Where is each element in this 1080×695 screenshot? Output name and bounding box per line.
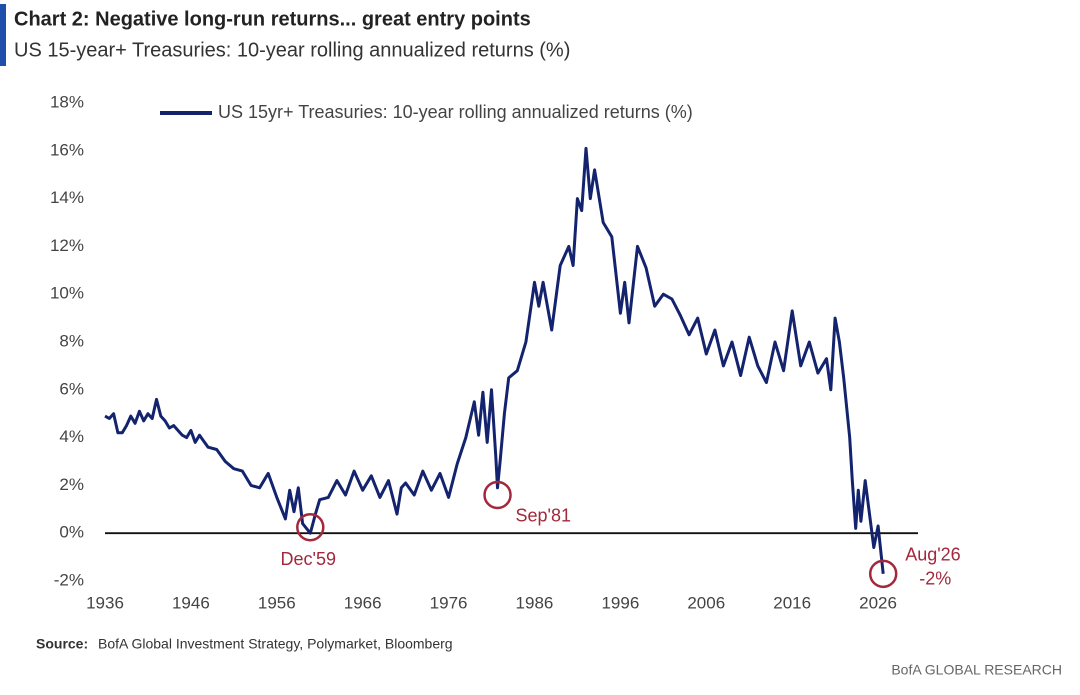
source: BofA Global Investment Strategy, Polymar…: [98, 636, 453, 652]
annotation-marker: [483, 480, 512, 510]
source-label: Source:: [36, 636, 88, 652]
footer: BofA GLOBAL RESEARCH: [891, 662, 1062, 678]
annotation-label: Dec'59: [281, 549, 336, 569]
y-tick-label: 18%: [50, 92, 84, 111]
x-tick-label: 2006: [687, 593, 725, 612]
x-tick-label: 1966: [344, 593, 382, 612]
x-tick-label: 1976: [430, 593, 468, 612]
x-tick-label: 1936: [86, 593, 124, 612]
x-tick-label: 2016: [773, 593, 811, 612]
y-tick-label: 6%: [59, 379, 84, 398]
annotation-label: Aug'26: [905, 545, 961, 565]
annotation-marker: [296, 512, 325, 542]
y-tick-label: 2%: [59, 475, 84, 494]
y-tick-label: 0%: [59, 523, 84, 542]
y-tick-label: 10%: [50, 284, 84, 303]
y-tick-label: 16%: [50, 140, 84, 159]
annotation-label: Sep'81: [516, 506, 572, 526]
annotation-marker: [868, 559, 898, 589]
x-tick-label: 1956: [258, 593, 296, 612]
title-bar: [0, 4, 6, 66]
y-tick-label: 14%: [50, 188, 84, 207]
y-tick-label: -2%: [54, 570, 84, 589]
y-tick-label: 8%: [59, 331, 84, 350]
chart-title: Chart 2: Negative long-run returns... gr…: [14, 8, 531, 30]
y-tick-label: 12%: [50, 236, 84, 255]
x-tick-label: 1996: [601, 593, 639, 612]
chart-subtitle: US 15-year+ Treasuries: 10-year rolling …: [14, 39, 570, 61]
y-tick-label: 4%: [59, 427, 84, 446]
x-tick-label: 2026: [859, 593, 897, 612]
data-line: [104, 146, 885, 574]
legend-label: US 15yr+ Treasuries: 10-year rolling ann…: [218, 102, 693, 122]
x-tick-label: 1986: [516, 593, 554, 612]
annotation-value: -2%: [919, 569, 951, 589]
x-tick-label: 1946: [172, 593, 210, 612]
